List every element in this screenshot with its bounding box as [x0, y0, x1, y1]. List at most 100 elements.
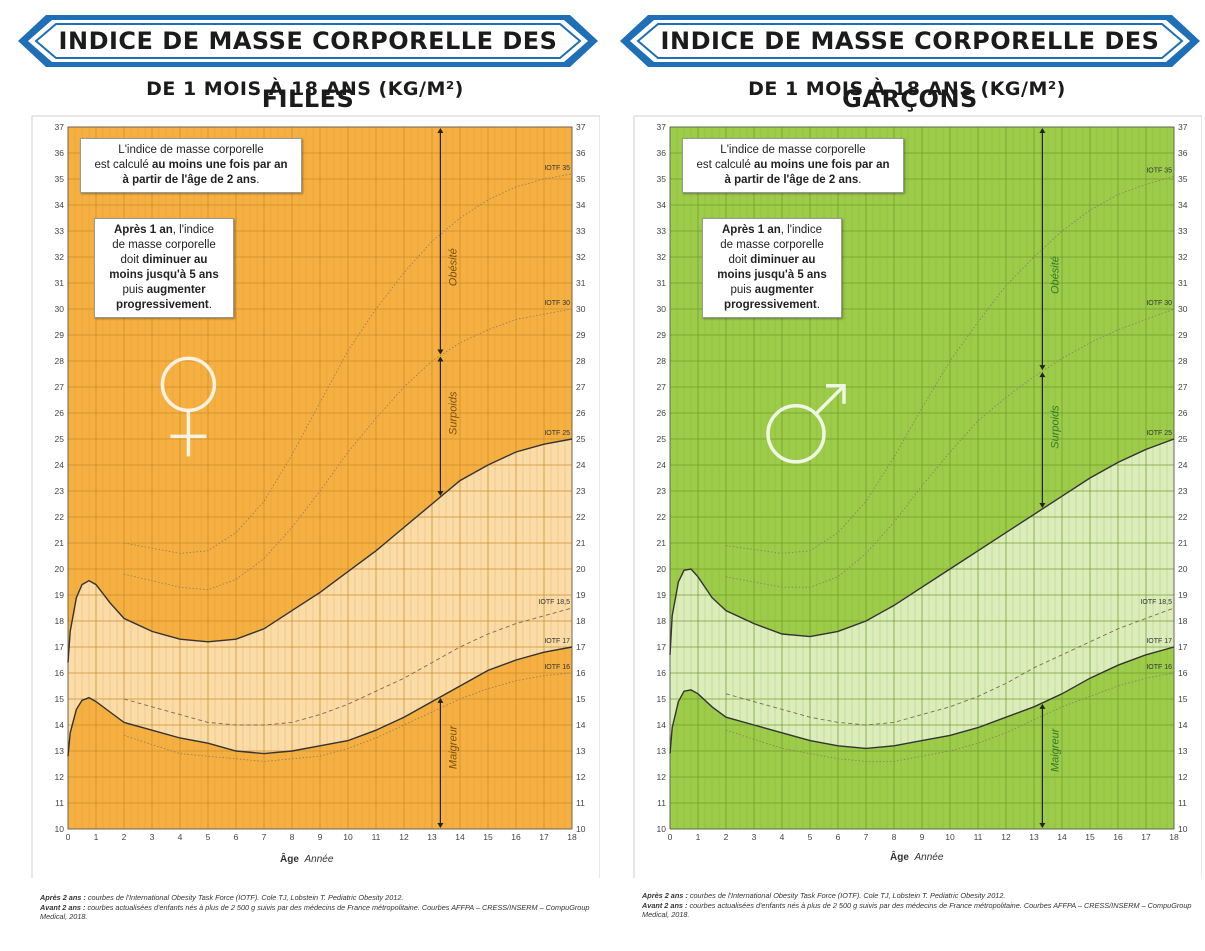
- y-tick-label-left: 27: [55, 382, 65, 392]
- note-text: .: [858, 174, 862, 186]
- girls-note-trend: Après 1 an, l'indice de masse corporelle…: [94, 218, 234, 318]
- x-tick-label: 8: [892, 832, 897, 842]
- y-tick-label-right: 28: [1178, 356, 1188, 366]
- y-tick-label-right: 31: [1178, 278, 1188, 288]
- y-tick-label-left: 30: [657, 304, 667, 314]
- y-tick-label-left: 16: [657, 668, 667, 678]
- y-tick-label-right: 24: [576, 460, 586, 470]
- y-tick-label-right: 29: [1178, 330, 1188, 340]
- x-tick-label: 3: [150, 832, 155, 842]
- x-tick-label: 7: [262, 832, 267, 842]
- note-text: puis: [730, 284, 755, 296]
- x-axis-unit: Année: [304, 854, 334, 865]
- arrow-head: [1039, 128, 1046, 133]
- x-tick-label: 18: [1169, 832, 1179, 842]
- y-tick-label-left: 21: [55, 538, 65, 548]
- note-line: à partir de l'âge de 2 ans.: [87, 173, 295, 188]
- y-tick-label-right: 26: [576, 408, 586, 418]
- y-tick-label-left: 22: [657, 512, 667, 522]
- girls-note-frequency: L'indice de masse corporelle est calculé…: [80, 138, 302, 193]
- x-axis-unit: Année: [914, 852, 944, 863]
- x-tick-label: 12: [399, 832, 409, 842]
- y-tick-label-left: 27: [657, 382, 667, 392]
- y-tick-label-left: 11: [657, 798, 666, 808]
- y-tick-label-right: 20: [576, 564, 586, 574]
- arrow-head: [1039, 703, 1046, 709]
- x-axis-title: Âge: [890, 852, 909, 863]
- x-tick-label: 9: [920, 832, 925, 842]
- y-tick-label-right: 33: [1178, 226, 1188, 236]
- x-tick-label: 18: [567, 832, 577, 842]
- y-tick-label-left: 12: [657, 772, 667, 782]
- arrow-head: [437, 823, 444, 828]
- y-tick-label-right: 23: [576, 486, 586, 496]
- y-tick-label-right: 30: [1178, 304, 1188, 314]
- y-tick-label-right: 27: [576, 382, 586, 392]
- x-tick-label: 5: [206, 832, 211, 842]
- y-tick-label-left: 31: [657, 278, 667, 288]
- footnote-text: courbes actualisées d'enfants nés à plus…: [642, 900, 1192, 920]
- girls-banner-title: INDICE DE MASSE CORPORELLE DES FILLES: [58, 27, 558, 113]
- x-tick-label: 10: [343, 832, 353, 842]
- y-tick-label-left: 26: [55, 408, 65, 418]
- note-bold: progressivement: [724, 299, 817, 311]
- note-line: de masse corporelle: [112, 239, 216, 251]
- y-tick-label-left: 15: [55, 694, 65, 704]
- y-tick-label-left: 25: [657, 434, 667, 444]
- footnote-text: courbes de l'International Obesity Task …: [85, 893, 404, 902]
- series-line: [669, 438, 1175, 655]
- x-tick-label: 12: [1001, 832, 1011, 842]
- note-line: Après 1 an, l'indice: [709, 223, 835, 238]
- note-bold: diminuer au: [750, 254, 816, 266]
- y-tick-label-right: 35: [1178, 174, 1188, 184]
- y-tick-label-left: 36: [657, 148, 667, 158]
- y-tick-label-left: 22: [55, 512, 65, 522]
- x-tick-label: 10: [945, 832, 955, 842]
- note-line: puis augmenter: [101, 283, 227, 298]
- note-bold: à partir de l'âge de 2 ans: [122, 174, 257, 186]
- obesity-zone-label: Obésité: [1049, 256, 1061, 294]
- y-tick-label-right: 13: [576, 746, 586, 756]
- y-tick-label-left: 24: [657, 460, 667, 470]
- y-tick-label-right: 32: [1178, 252, 1188, 262]
- note-bold: à partir de l'âge de 2 ans: [724, 174, 859, 186]
- y-tick-label-left: 31: [55, 278, 65, 288]
- y-tick-label-left: 37: [657, 122, 667, 132]
- footnote-bold: Après 2 ans :: [40, 893, 86, 902]
- obesity-zone-label: Obésité: [447, 248, 459, 286]
- y-tick-label-right: 13: [1178, 746, 1188, 756]
- note-bold: augmenter: [146, 284, 206, 296]
- note-bold: augmenter: [754, 284, 814, 296]
- note-text: doit: [728, 254, 751, 266]
- x-tick-label: 5: [808, 832, 813, 842]
- x-tick-label: 14: [1057, 832, 1067, 842]
- y-tick-label-left: 33: [55, 226, 65, 236]
- x-tick-label: 6: [234, 832, 239, 842]
- boys-note-frequency: L'indice de masse corporelle est calculé…: [682, 138, 904, 193]
- series-line: [725, 672, 1175, 762]
- series-line: [725, 176, 1175, 554]
- y-tick-label-right: 16: [1178, 668, 1188, 678]
- x-tick-label: 0: [668, 832, 673, 842]
- footnote-text: courbes de l'International Obesity Task …: [687, 891, 1006, 900]
- note-text: , l'indice: [172, 224, 214, 236]
- series-label: IOTF 35: [544, 165, 570, 172]
- y-tick-label-left: 28: [55, 356, 65, 366]
- series-label: IOTF 16: [1146, 664, 1172, 671]
- y-tick-label-right: 29: [576, 330, 586, 340]
- arrow-head: [437, 356, 444, 362]
- series-label: IOTF 30: [544, 300, 570, 307]
- y-tick-label-right: 37: [1178, 122, 1188, 132]
- thinness-zone-label: Maigreur: [447, 724, 459, 769]
- y-tick-label-right: 12: [576, 772, 586, 782]
- y-tick-label-right: 19: [1178, 590, 1188, 600]
- series-line: [67, 438, 573, 663]
- footnote-line: Avant 2 ans : courbes actualisées d'enfa…: [642, 901, 1202, 920]
- y-tick-label-left: 34: [657, 200, 667, 210]
- note-line: de masse corporelle: [720, 239, 824, 251]
- boys-banner-title: INDICE DE MASSE CORPORELLE DES GARÇONS: [660, 27, 1160, 113]
- arrow-head: [1039, 365, 1046, 371]
- note-line: doit diminuer au: [101, 253, 227, 268]
- x-tick-label: 11: [974, 832, 983, 842]
- y-tick-label-left: 20: [657, 564, 667, 574]
